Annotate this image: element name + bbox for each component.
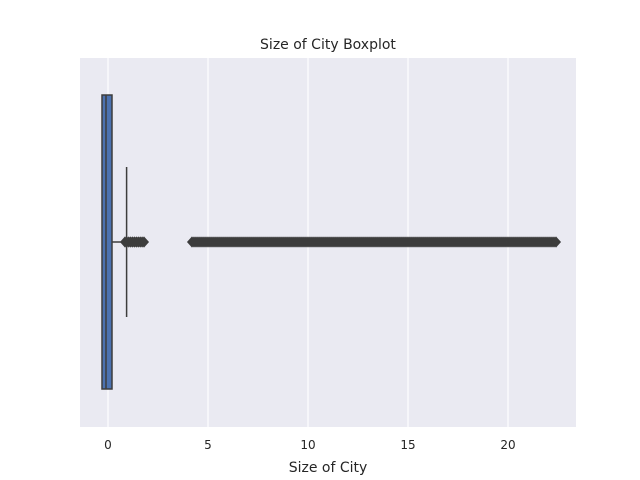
outlier-point [138, 236, 150, 248]
outlier-point [550, 236, 562, 248]
x-ticks: 0 5 10 15 20 [104, 438, 515, 452]
chart-title: Size of City Boxplot [260, 37, 396, 53]
box-group [101, 94, 128, 390]
outliers [119, 236, 562, 248]
x-tick-label: 0 [104, 438, 112, 452]
x-axis-label: Size of City [289, 460, 368, 476]
box [101, 94, 113, 390]
x-tick-label: 15 [400, 438, 415, 452]
x-tick-label: 20 [500, 438, 515, 452]
x-tick-label: 5 [204, 438, 212, 452]
x-tick-label: 10 [300, 438, 315, 452]
